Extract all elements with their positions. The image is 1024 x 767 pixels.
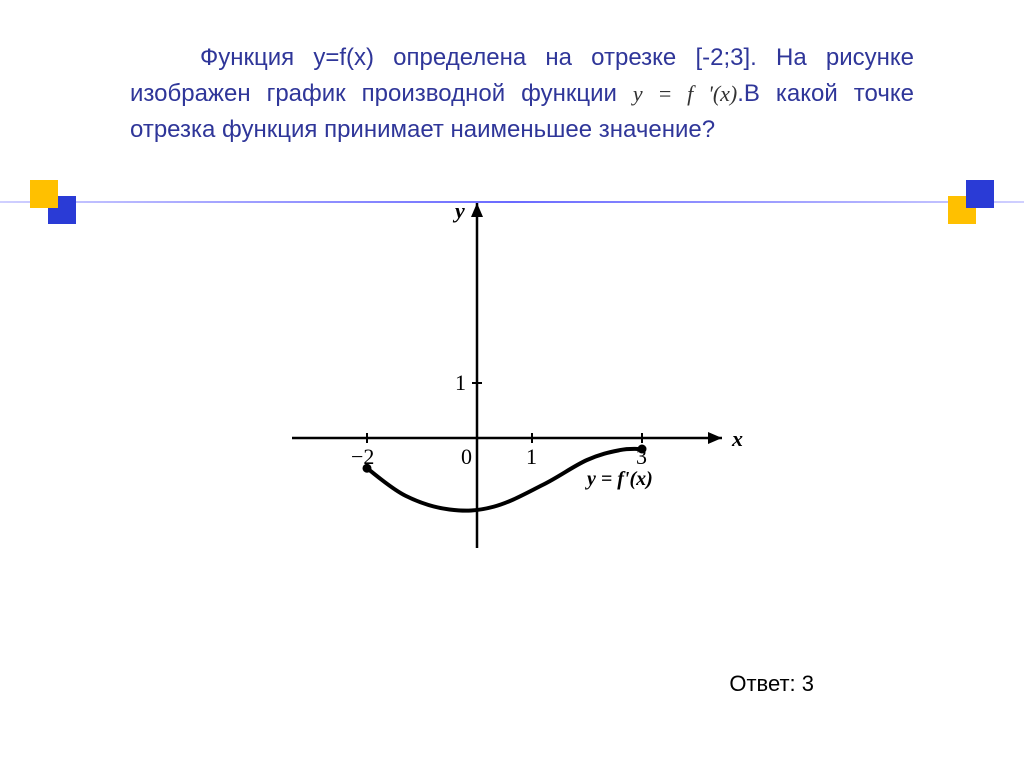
svg-text:x: x: [731, 426, 743, 451]
problem-text: Функция y=f(x) определена на отрезке [-2…: [130, 40, 914, 148]
deco-square-yellow: [30, 180, 58, 208]
chart: yx−20131y = f'(x): [282, 188, 762, 598]
svg-text:−2: −2: [351, 444, 374, 469]
svg-text:y: y: [452, 198, 465, 223]
formula: y = f '(x): [633, 81, 737, 106]
svg-text:0: 0: [461, 444, 472, 469]
chart-svg: yx−20131y = f'(x): [282, 188, 762, 598]
answer-text: Ответ: 3: [729, 671, 814, 697]
svg-text:1: 1: [526, 444, 537, 469]
deco-square-blue: [966, 180, 994, 208]
svg-text:y = f'(x): y = f'(x): [585, 468, 653, 490]
svg-text:1: 1: [455, 370, 466, 395]
